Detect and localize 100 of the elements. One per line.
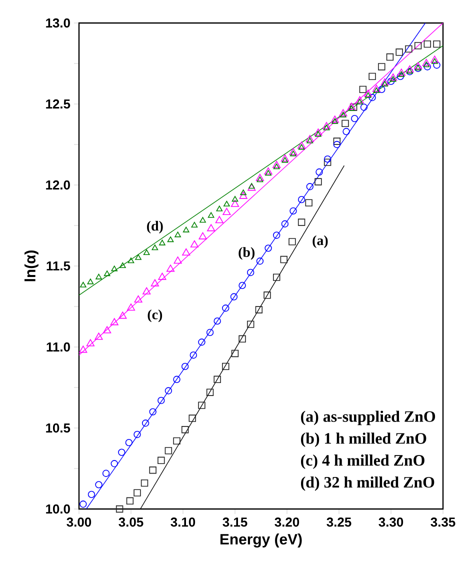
- point: [305, 199, 312, 206]
- point: [396, 48, 403, 56]
- point: [111, 266, 118, 272]
- point: [350, 104, 358, 111]
- point: [86, 339, 94, 346]
- point: [206, 328, 214, 336]
- point: [174, 232, 181, 238]
- point: [406, 65, 414, 72]
- point: [333, 140, 341, 148]
- point: [116, 505, 124, 513]
- point: [256, 258, 264, 265]
- point: [290, 207, 297, 215]
- point: [424, 63, 432, 70]
- point: [150, 279, 159, 286]
- point: [164, 387, 172, 394]
- point: [373, 87, 380, 94]
- x-tick-label: 3.00: [66, 518, 92, 527]
- point: [273, 274, 280, 281]
- point: [433, 62, 440, 69]
- point: [316, 168, 323, 176]
- point: [104, 270, 110, 276]
- point: [207, 224, 216, 232]
- annotation: (d) 32 h milled ZnO: [301, 476, 434, 491]
- point: [143, 249, 150, 256]
- point: [282, 157, 288, 163]
- point: [306, 183, 314, 190]
- point: [191, 222, 198, 228]
- point: [174, 256, 182, 264]
- point: [264, 244, 272, 252]
- point: [280, 154, 289, 162]
- point: [273, 164, 280, 170]
- point: [272, 160, 281, 168]
- point: [332, 118, 338, 124]
- point: [364, 90, 372, 97]
- point: [118, 312, 127, 319]
- series-label: (c): [148, 309, 162, 322]
- y-tick-label: 10.5: [46, 423, 70, 433]
- point: [230, 200, 240, 207]
- point: [238, 282, 246, 290]
- point: [206, 388, 214, 396]
- point: [314, 178, 322, 186]
- point: [222, 304, 230, 312]
- point: [322, 122, 331, 130]
- point: [288, 238, 296, 246]
- point: [382, 80, 388, 87]
- point: [396, 72, 404, 80]
- point: [103, 326, 112, 334]
- point: [181, 362, 189, 370]
- point: [342, 128, 350, 136]
- point: [126, 497, 134, 504]
- point: [378, 63, 386, 70]
- point: [306, 135, 314, 142]
- point: [94, 332, 103, 340]
- y-tick-label: 10.0: [46, 504, 70, 514]
- x-tick-label: 3.10: [170, 518, 196, 527]
- y-tick-label: 13.0: [46, 18, 70, 28]
- point: [200, 217, 206, 223]
- y-tick-label: 11.5: [46, 261, 70, 271]
- point: [80, 282, 86, 288]
- x-tick-label: 3.20: [274, 518, 300, 527]
- point: [126, 304, 136, 311]
- point: [368, 72, 376, 80]
- y-tick-label: 12.5: [46, 99, 70, 109]
- point: [110, 318, 118, 326]
- point: [256, 176, 264, 182]
- point: [238, 335, 246, 342]
- point: [430, 56, 439, 63]
- point: [167, 236, 174, 242]
- point: [120, 262, 126, 268]
- point: [347, 102, 356, 110]
- point: [424, 40, 432, 48]
- point: [265, 170, 272, 176]
- point: [158, 272, 166, 280]
- point: [387, 78, 395, 85]
- point: [339, 109, 348, 116]
- point: [315, 131, 322, 137]
- point: [182, 248, 190, 256]
- point: [125, 438, 133, 446]
- series-label: (a): [312, 235, 328, 248]
- point: [386, 53, 394, 61]
- point: [340, 112, 346, 118]
- point: [181, 426, 189, 434]
- point: [348, 105, 355, 111]
- point: [80, 500, 87, 508]
- point: [87, 278, 94, 284]
- point: [135, 254, 142, 260]
- point: [224, 200, 230, 206]
- point: [356, 96, 364, 104]
- point: [422, 58, 430, 66]
- series-label: (b): [238, 247, 255, 260]
- point: [298, 142, 306, 149]
- point: [398, 71, 405, 77]
- point: [142, 420, 150, 427]
- point: [324, 158, 332, 166]
- point: [359, 86, 367, 94]
- point: [140, 479, 148, 487]
- point: [79, 346, 88, 353]
- point: [159, 240, 166, 246]
- point: [247, 268, 254, 276]
- point: [351, 114, 358, 122]
